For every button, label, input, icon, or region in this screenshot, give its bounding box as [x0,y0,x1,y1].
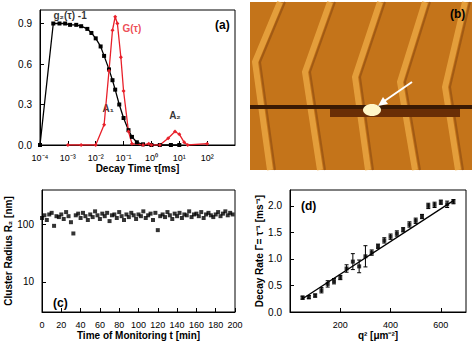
svg-text:10⁻²: 10⁻² [88,153,104,163]
svg-text:10⁻³: 10⁻³ [60,153,76,163]
svg-text:80: 80 [114,320,124,330]
svg-text:140: 140 [170,320,185,330]
svg-text:60: 60 [95,320,105,330]
svg-text:0: 0 [39,320,44,330]
svg-text:1.0: 1.0 [268,253,282,264]
svg-text:A₁: A₁ [102,103,113,114]
svg-text:Decay Time τ[ms]: Decay Time τ[ms] [96,163,180,174]
svg-text:400: 400 [383,320,398,330]
svg-text:10⁻⁴: 10⁻⁴ [32,153,49,163]
svg-text:10: 10 [23,276,35,287]
svg-text:0.0: 0.0 [268,307,282,318]
svg-text:0.5: 0.5 [268,280,282,291]
svg-text:1.5: 1.5 [268,227,282,238]
svg-text:20: 20 [56,320,66,330]
svg-text:200: 200 [333,320,348,330]
svg-text:120: 120 [150,320,165,330]
svg-text:10⁻¹: 10⁻¹ [116,153,132,163]
svg-text:(c): (c) [53,296,68,310]
svg-text:100: 100 [131,320,146,330]
svg-text:Decay Rate Γ= τ⁻¹ [ms⁻¹]: Decay Rate Γ= τ⁻¹ [ms⁻¹] [254,195,265,307]
svg-text:g₂(τ) -1: g₂(τ) -1 [53,10,87,21]
svg-text:(b): (b) [450,7,465,21]
svg-text:Cluster Radius R₂ [nm]: Cluster Radius R₂ [nm] [3,196,14,305]
svg-text:0.6: 0.6 [18,59,32,70]
svg-text:100: 100 [17,219,34,230]
svg-text:0.0: 0.0 [18,140,32,151]
svg-text:160: 160 [189,320,204,330]
svg-text:600: 600 [433,320,448,330]
svg-text:180: 180 [208,320,223,330]
svg-text:40: 40 [76,320,86,330]
svg-text:0.9: 0.9 [18,18,32,29]
svg-text:Time of Monitoring t [min]: Time of Monitoring t [min] [77,330,200,341]
svg-text:q² [μm⁻²]: q² [μm⁻²] [358,330,398,341]
svg-text:10²: 10² [201,153,214,163]
svg-text:(a): (a) [215,18,230,32]
svg-text:2.0: 2.0 [268,200,282,211]
svg-text:10⁰: 10⁰ [145,153,158,163]
svg-text:A₂: A₂ [169,110,181,121]
svg-text:10¹: 10¹ [173,153,186,163]
svg-text:(d): (d) [301,199,316,213]
svg-text:200: 200 [227,320,242,330]
svg-text:0.3: 0.3 [18,99,32,110]
svg-text:G(τ): G(τ) [123,23,142,34]
